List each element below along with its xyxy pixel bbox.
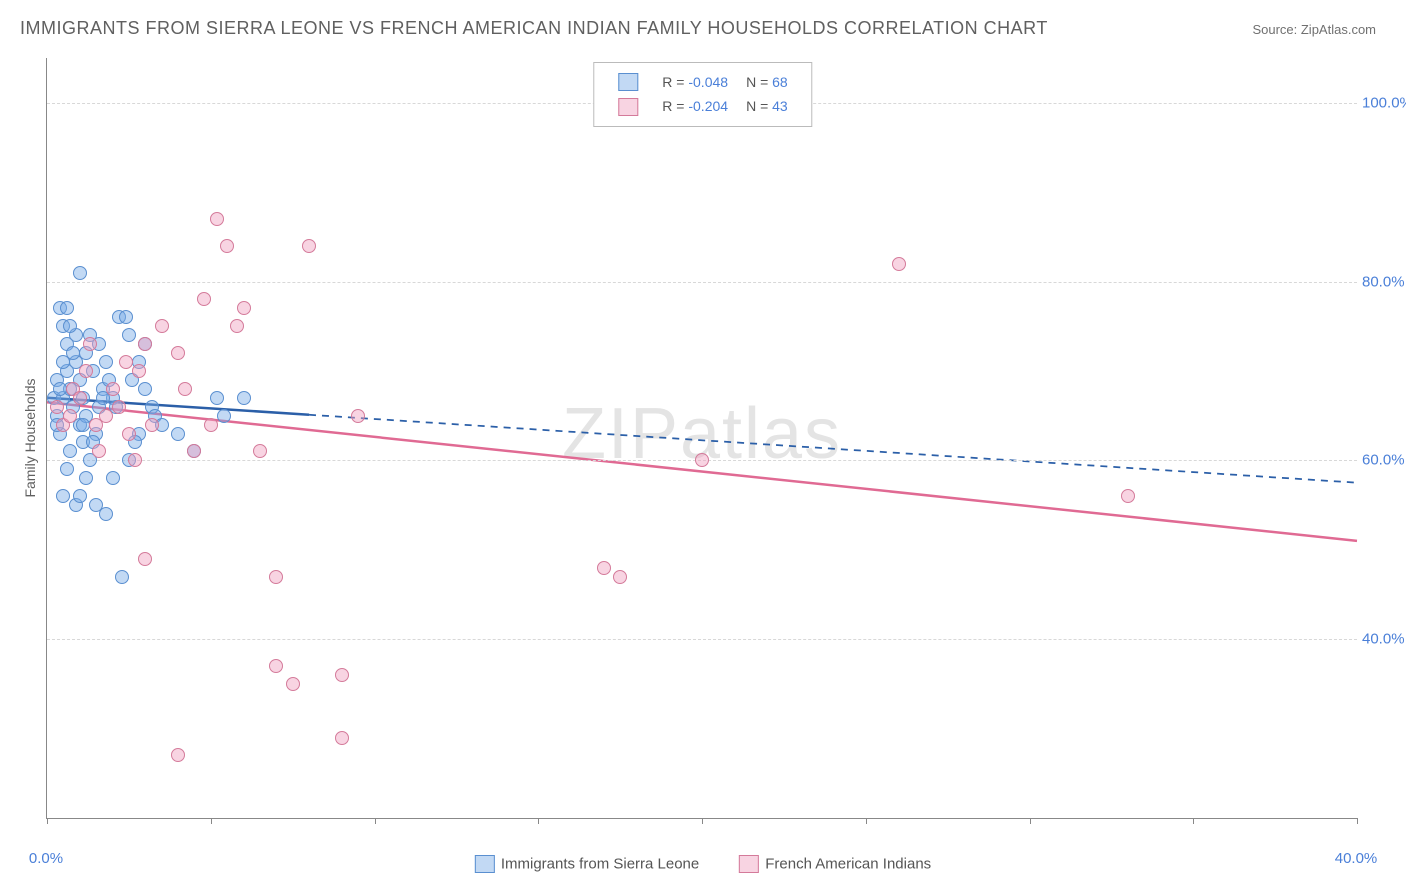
scatter-point-french_american_indian <box>210 212 224 226</box>
scatter-point-sierra_leone <box>106 471 120 485</box>
correlation-legend: R = -0.048N = 68R = -0.204N = 43 <box>593 62 812 127</box>
scatter-point-french_american_indian <box>106 382 120 396</box>
scatter-point-french_american_indian <box>171 748 185 762</box>
x-tick <box>375 818 376 824</box>
scatter-point-french_american_indian <box>269 570 283 584</box>
y-axis-title: Family Households <box>22 378 38 497</box>
chart-title: IMMIGRANTS FROM SIERRA LEONE VS FRENCH A… <box>20 18 1048 39</box>
scatter-point-french_american_indian <box>351 409 365 423</box>
scatter-point-sierra_leone <box>53 382 67 396</box>
x-tick <box>1357 818 1358 824</box>
scatter-point-sierra_leone <box>73 266 87 280</box>
scatter-point-french_american_indian <box>269 659 283 673</box>
legend-swatch-sierra_leone <box>475 855 495 873</box>
scatter-point-sierra_leone <box>119 310 133 324</box>
scatter-point-sierra_leone <box>210 391 224 405</box>
scatter-point-sierra_leone <box>63 444 77 458</box>
scatter-point-sierra_leone <box>122 328 136 342</box>
scatter-point-sierra_leone <box>115 570 129 584</box>
chart-plot-area: ZIPatlas <box>46 58 1357 819</box>
scatter-point-french_american_indian <box>171 346 185 360</box>
trendline-dashed-sierra_leone <box>309 415 1357 483</box>
y-tick-label: 60.0% <box>1362 452 1405 469</box>
trendline-solid-french_american_indian <box>47 402 1357 541</box>
scatter-point-french_american_indian <box>230 319 244 333</box>
scatter-point-french_american_indian <box>187 444 201 458</box>
series-legend: Immigrants from Sierra Leone French Ameri… <box>475 855 931 873</box>
legend-row-french_american_indian: R = -0.204N = 43 <box>610 95 795 117</box>
scatter-point-sierra_leone <box>138 382 152 396</box>
scatter-point-french_american_indian <box>597 561 611 575</box>
scatter-point-french_american_indian <box>122 427 136 441</box>
scatter-point-french_american_indian <box>73 391 87 405</box>
scatter-point-french_american_indian <box>138 337 152 351</box>
scatter-point-french_american_indian <box>132 364 146 378</box>
scatter-point-sierra_leone <box>99 355 113 369</box>
scatter-point-sierra_leone <box>60 301 74 315</box>
x-tick <box>866 818 867 824</box>
scatter-point-french_american_indian <box>83 337 97 351</box>
y-tick-label: 40.0% <box>1362 631 1405 648</box>
scatter-point-french_american_indian <box>128 453 142 467</box>
x-tick <box>538 818 539 824</box>
x-tick <box>702 818 703 824</box>
scatter-point-french_american_indian <box>138 552 152 566</box>
gridline <box>47 282 1357 283</box>
scatter-point-sierra_leone <box>76 418 90 432</box>
scatter-point-french_american_indian <box>197 292 211 306</box>
scatter-point-french_american_indian <box>237 301 251 315</box>
scatter-point-french_american_indian <box>63 409 77 423</box>
scatter-point-french_american_indian <box>99 409 113 423</box>
scatter-point-french_american_indian <box>220 239 234 253</box>
gridline <box>47 639 1357 640</box>
legend-swatch-french_american_indian <box>739 855 759 873</box>
scatter-point-sierra_leone <box>217 409 231 423</box>
scatter-point-sierra_leone <box>73 489 87 503</box>
legend-label-sierra_leone: Immigrants from Sierra Leone <box>501 856 699 873</box>
x-tick <box>1193 818 1194 824</box>
scatter-point-french_american_indian <box>50 400 64 414</box>
scatter-point-french_american_indian <box>335 731 349 745</box>
scatter-point-sierra_leone <box>171 427 185 441</box>
scatter-point-french_american_indian <box>613 570 627 584</box>
scatter-point-french_american_indian <box>286 677 300 691</box>
x-tick <box>211 818 212 824</box>
scatter-point-french_american_indian <box>79 364 93 378</box>
scatter-point-sierra_leone <box>79 471 93 485</box>
scatter-point-sierra_leone <box>60 462 74 476</box>
scatter-point-french_american_indian <box>92 444 106 458</box>
scatter-point-french_american_indian <box>119 355 133 369</box>
scatter-point-french_american_indian <box>155 319 169 333</box>
scatter-point-french_american_indian <box>892 257 906 271</box>
scatter-point-french_american_indian <box>302 239 316 253</box>
legend-row-sierra_leone: R = -0.048N = 68 <box>610 71 795 93</box>
x-tick <box>1030 818 1031 824</box>
scatter-point-sierra_leone <box>66 346 80 360</box>
scatter-point-sierra_leone <box>56 489 70 503</box>
scatter-point-sierra_leone <box>63 319 77 333</box>
scatter-point-french_american_indian <box>253 444 267 458</box>
y-tick-label: 100.0% <box>1362 94 1406 111</box>
scatter-point-sierra_leone <box>99 507 113 521</box>
source-label: Source: ZipAtlas.com <box>1252 22 1376 37</box>
x-tick-label: 40.0% <box>1335 850 1378 867</box>
scatter-point-french_american_indian <box>1121 489 1135 503</box>
scatter-point-sierra_leone <box>237 391 251 405</box>
x-tick <box>47 818 48 824</box>
legend-label-french_american_indian: French American Indians <box>765 856 931 873</box>
scatter-point-french_american_indian <box>145 418 159 432</box>
trend-lines-layer <box>47 58 1357 818</box>
x-tick-label: 0.0% <box>29 850 63 867</box>
scatter-point-french_american_indian <box>695 453 709 467</box>
scatter-point-french_american_indian <box>112 400 126 414</box>
y-tick-label: 80.0% <box>1362 273 1405 290</box>
scatter-point-french_american_indian <box>204 418 218 432</box>
scatter-point-french_american_indian <box>178 382 192 396</box>
scatter-point-french_american_indian <box>335 668 349 682</box>
